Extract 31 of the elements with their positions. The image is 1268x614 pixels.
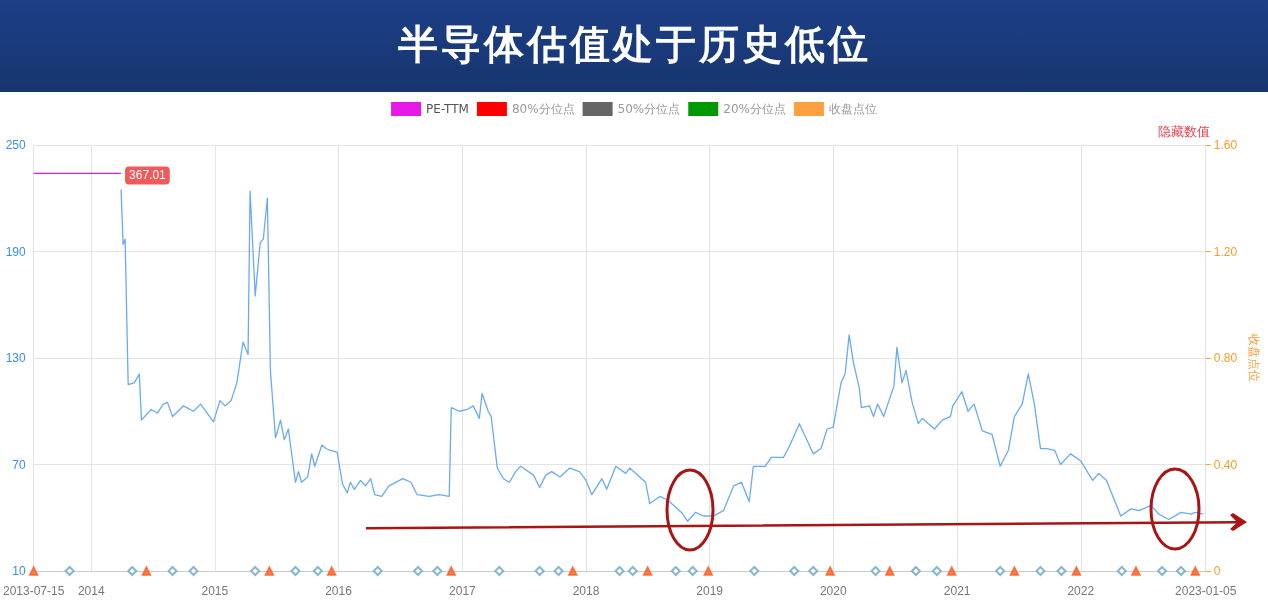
x-tick-label: 2022	[1067, 584, 1095, 598]
x-tick-label: 2018	[572, 584, 600, 598]
y2-tick-label: 0.80	[1213, 351, 1238, 365]
x-tick-label: 2016	[325, 584, 353, 598]
y2-axis-title: 收盘点位	[1247, 334, 1261, 382]
x-tick-label: 2021	[943, 584, 971, 598]
legend-label: PE-TTM	[426, 102, 469, 116]
annotation: 367.01	[129, 168, 167, 183]
y2-tick-label: 1.20	[1213, 244, 1238, 259]
y2-tick-label: 0	[1213, 564, 1221, 578]
y-tick-label: 70	[12, 457, 27, 472]
y2-tick-label: 0.40	[1213, 457, 1238, 472]
text: 隐藏数值	[1158, 124, 1210, 139]
x-tick-label: 2015	[201, 584, 229, 598]
y-tick-label: 10	[12, 564, 27, 578]
x-tick-label: 2017	[449, 584, 477, 598]
line-series	[120, 188, 1205, 522]
x-tick-label: 2023-01-05	[1175, 584, 1237, 598]
legend-label: 20%分位点	[723, 102, 786, 116]
x-tick-label: 2020	[819, 584, 847, 598]
y-tick-label: 130	[5, 351, 27, 365]
legend-label: 50%分位点	[617, 102, 681, 116]
x-tick-label: 2019	[696, 584, 724, 598]
chart-title: 半导体估值处于历史低位	[0, 0, 1268, 92]
y-tick-label: 250	[5, 138, 27, 152]
y-tick-label: 190	[5, 244, 27, 259]
legend-label: 收盘点位	[828, 102, 877, 116]
x-tick-label: 2014	[77, 584, 105, 598]
y2-tick-label: 1.60	[1213, 138, 1238, 152]
legend-label: 80%分位点	[511, 102, 575, 116]
x-tick-label: 2013-07-15	[3, 584, 65, 598]
